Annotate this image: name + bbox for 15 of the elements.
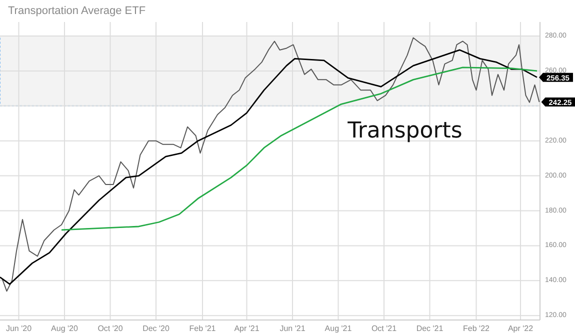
x-tick-label: Aug '20 [51, 324, 78, 333]
x-tick-label: Dec '20 [142, 324, 170, 333]
x-tick-label: Apr '21 [234, 324, 260, 333]
x-tick-label: Feb '21 [189, 324, 216, 333]
annotation: Transports [346, 118, 462, 144]
chart-title: Transportation Average ETF [8, 5, 146, 17]
x-tick-label: Jun '20 [6, 324, 32, 333]
x-tick-label: Apr '22 [508, 324, 534, 333]
x-tick-label: Oct '21 [371, 324, 398, 333]
x-tick-label: Oct '20 [98, 324, 124, 333]
x-tick-label: Aug '21 [324, 324, 352, 333]
x-tick-label: Feb '22 [463, 324, 490, 333]
x-tick-label: Jun '21 [280, 324, 306, 333]
x-tick-label: Dec '21 [416, 324, 444, 333]
line-series [60, 66, 538, 231]
